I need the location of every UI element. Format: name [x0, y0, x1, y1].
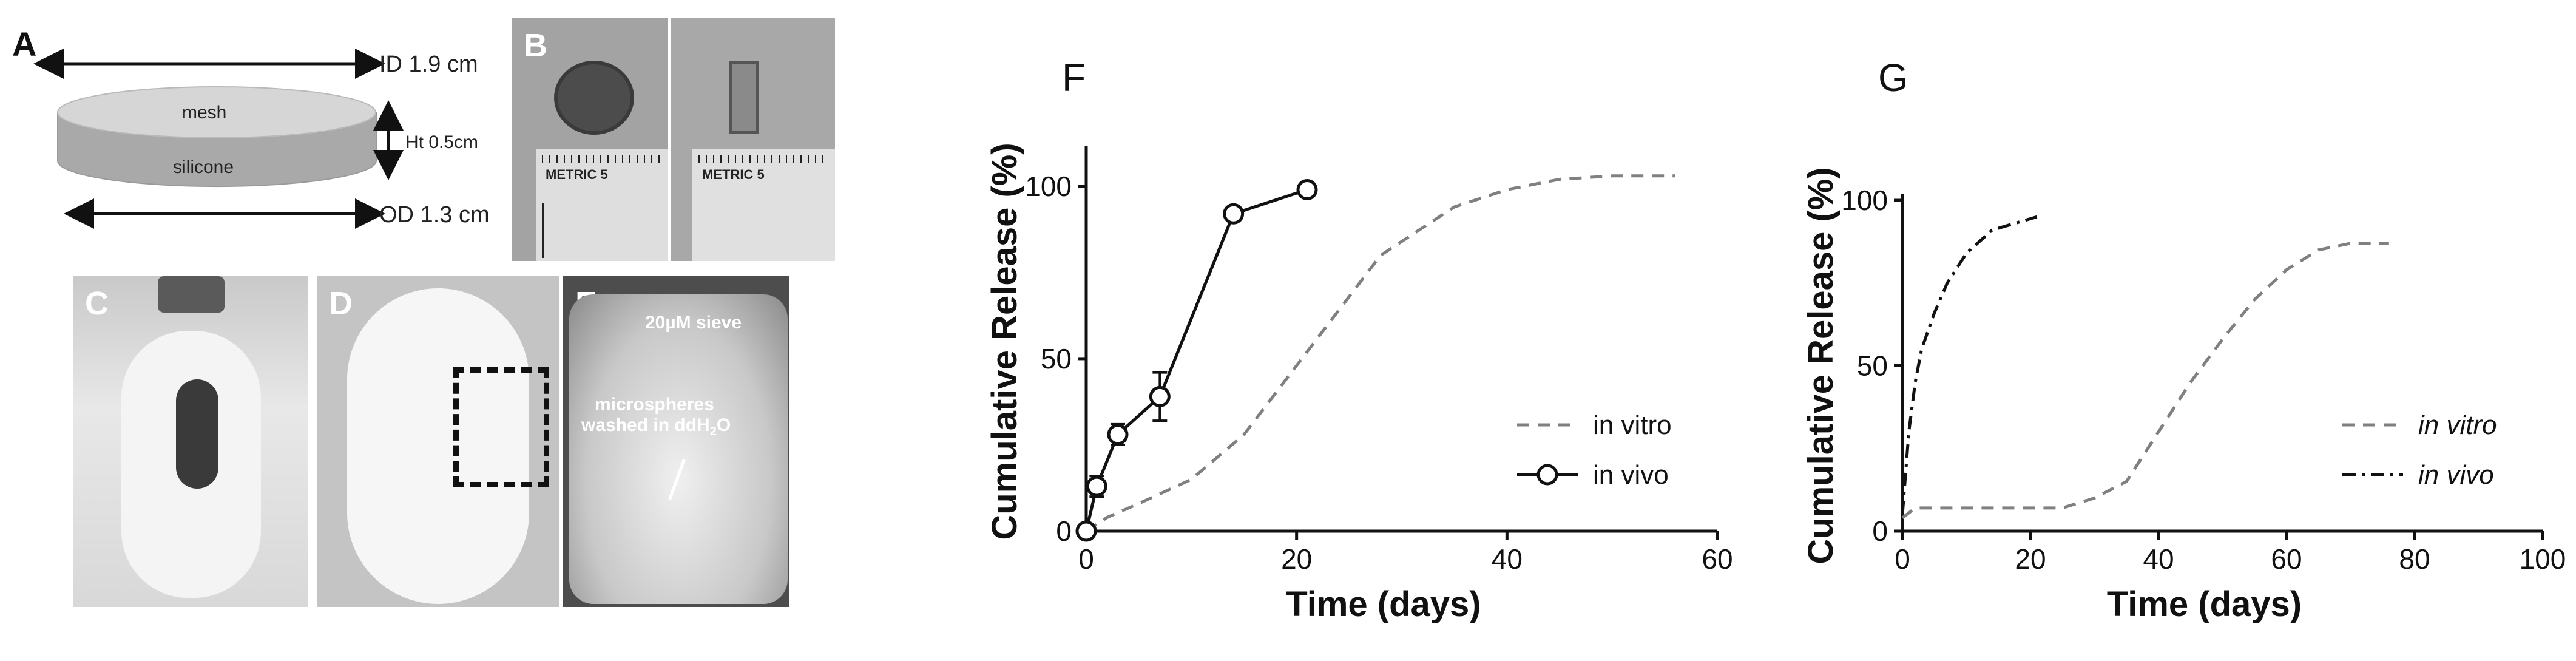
od-label: OD 1.3 cm [379, 202, 490, 228]
y-tick-label: 0 [1056, 515, 1072, 547]
mesh-label: mesh [182, 103, 226, 123]
device-top-view [554, 61, 634, 135]
silicone-label: silicone [173, 157, 234, 177]
photo-b-left: B METRIC 5 [512, 18, 668, 261]
chart-letter: F [1062, 56, 1086, 100]
ruler-text: METRIC 5 [546, 167, 608, 182]
data-point [1223, 203, 1245, 225]
nose-cone [158, 276, 225, 313]
x-tick-label: 40 [2143, 543, 2174, 575]
data-point [1296, 179, 1318, 200]
x-tick-label: 20 [1281, 543, 1312, 575]
panel-c-letter: C [85, 285, 109, 322]
chart-letter: G [1878, 56, 1908, 100]
series-line-in-vitro [1901, 242, 2389, 520]
chart-f: F 0 20 40 60 0 50 100 Time (days) Cumulative Rele… [985, 56, 1733, 624]
panel-a-letter: A [12, 25, 37, 63]
legend-marker [1536, 464, 1558, 486]
x-tick-label: 60 [1702, 543, 1733, 575]
device-side-view [729, 61, 759, 134]
data-point [1086, 475, 1107, 497]
device-diagram: ID 1.9 cm mesh silicone Ht 0.5cm OD 1.3 … [33, 49, 490, 229]
y-tick-label: 50 [1041, 343, 1072, 375]
microspheres-line1: microspheres [595, 395, 714, 415]
sieve-bowl [569, 294, 788, 604]
legend-label: in vitro [2418, 410, 2497, 440]
ruler: METRIC 5 [692, 149, 835, 261]
microspheres-line2: washed in ddH2O [581, 415, 731, 438]
id-label: ID 1.9 cm [379, 52, 478, 77]
y-tick-label: 50 [1857, 350, 1888, 382]
series-line-in-vivo [1084, 188, 1308, 532]
y-axis-label: Cumulative Release (%) [985, 143, 1024, 540]
panel-d-letter: D [329, 285, 353, 322]
legend-label: in vivo [2418, 460, 2494, 490]
chart-g: G 0 20 40 60 80 100 0 50 100 Time (days) Cumulative… [1801, 56, 2566, 624]
x-tick-label: 20 [2015, 543, 2046, 575]
y-tick-label: 0 [1872, 515, 1888, 547]
ruler-text: METRIC 5 [702, 167, 765, 182]
data-point [1149, 385, 1171, 407]
microspheres-label: microspheres washed in ddH2O [581, 395, 731, 442]
legend-label: in vitro [1593, 410, 1672, 440]
photo-d: D [317, 276, 559, 607]
mouse-back [347, 288, 529, 604]
x-tick-label: 80 [2399, 543, 2430, 575]
photo-c: C [73, 276, 308, 607]
panel-b-letter: B [524, 27, 547, 64]
x-tick-label: 0 [1078, 543, 1094, 575]
y-tick-label: 100 [1025, 171, 1072, 202]
data-point [1075, 520, 1097, 542]
incision [176, 379, 218, 489]
x-tick-label: 0 [1895, 543, 1910, 575]
series-line-in-vitro [1085, 174, 1675, 533]
legend-label: in vivo [1593, 460, 1669, 490]
x-tick-label: 60 [2271, 543, 2302, 575]
photo-b-right: METRIC 5 [671, 18, 835, 261]
x-axis-label: Time (days) [1286, 585, 1481, 624]
y-tick-label: 100 [1841, 185, 1888, 216]
x-tick-label: 40 [1492, 543, 1523, 575]
implant-site-box [453, 367, 549, 487]
data-point [1107, 424, 1129, 446]
y-axis-label: Cumulative Release (%) [1801, 167, 1841, 564]
photo-e: E 20µM sieve microspheres washed in ddH2… [563, 276, 789, 607]
series-line-in-vivo [1901, 215, 2038, 515]
ht-label: Ht 0.5cm [405, 132, 478, 152]
ruler: METRIC 5 [536, 149, 668, 261]
x-tick-label: 100 [2520, 543, 2566, 575]
x-axis-label: Time (days) [2107, 585, 2302, 624]
sieve-label: 20µM sieve [645, 313, 742, 333]
